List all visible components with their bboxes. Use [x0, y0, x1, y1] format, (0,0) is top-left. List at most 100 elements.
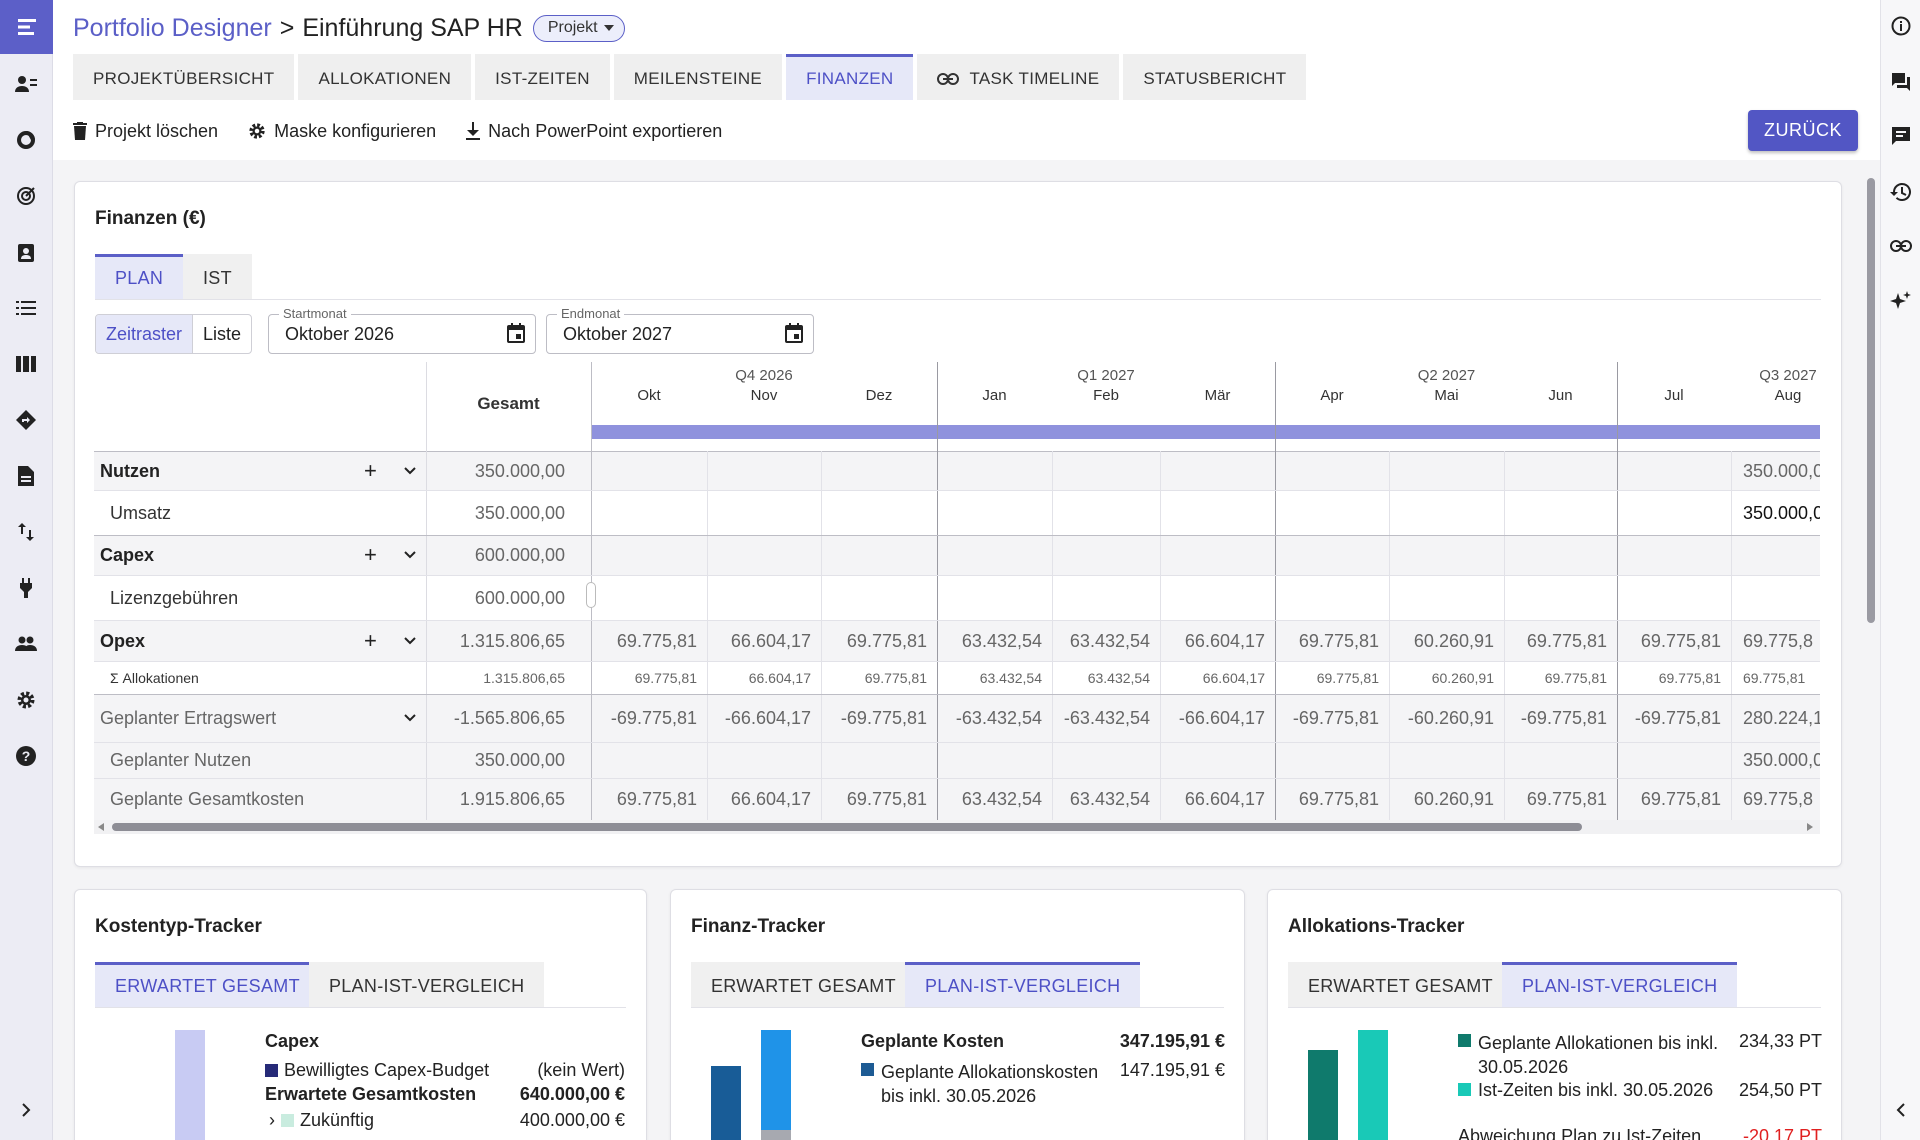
- info-icon[interactable]: [1889, 14, 1913, 38]
- history-icon[interactable]: [1889, 180, 1913, 204]
- grid-value-cell[interactable]: 69.775,8: [1743, 630, 1814, 651]
- grid-value-cell[interactable]: 66.604,17: [1184, 789, 1265, 809]
- grid-value-cell[interactable]: -69.775,81: [840, 708, 927, 728]
- tab-meilensteine[interactable]: MEILENSTEINE: [613, 54, 783, 100]
- tab-finanzen[interactable]: FINANZEN: [786, 54, 914, 100]
- grid-horizontal-scrollbar[interactable]: [94, 820, 1820, 834]
- grid-value-cell[interactable]: -69.775,81: [1634, 708, 1721, 728]
- grid-value-cell[interactable]: 350.000,0: [1743, 502, 1820, 523]
- grid-value-cell[interactable]: -63.432,54: [955, 708, 1042, 728]
- view-zeitraster-button[interactable]: Zeitraster: [96, 315, 194, 353]
- scroll-left-icon[interactable]: [98, 823, 104, 831]
- comment-icon[interactable]: [1889, 124, 1913, 148]
- grid-value-cell[interactable]: -60.260,91: [1407, 708, 1494, 728]
- list-icon[interactable]: [14, 296, 38, 320]
- chevron-down-icon[interactable]: [404, 636, 416, 645]
- tab-plan-ist-vergleich[interactable]: PLAN-IST-VERGLEICH: [905, 962, 1141, 1008]
- configure-mask-button[interactable]: Maske konfigurieren: [248, 121, 436, 142]
- end-month-field[interactable]: Endmonat Oktober 2027: [546, 306, 814, 354]
- grid-value-cell[interactable]: 63.432,54: [1087, 669, 1150, 686]
- grid-value-cell[interactable]: 350.000,0: [1743, 460, 1820, 481]
- grid-scrollbar-thumb[interactable]: [112, 823, 1582, 831]
- calendar-icon[interactable]: [785, 323, 803, 343]
- document-icon[interactable]: [14, 464, 38, 488]
- grid-value-cell[interactable]: 69.775,81: [1298, 789, 1379, 809]
- tab-erwartet-gesamt[interactable]: ERWARTET GESAMT: [1288, 962, 1513, 1008]
- grid-value-cell[interactable]: 60.260,91: [1413, 630, 1494, 651]
- grid-value-cell[interactable]: -63.432,54: [1063, 708, 1150, 728]
- tab-plan-ist-vergleich[interactable]: PLAN-IST-VERGLEICH: [309, 962, 545, 1008]
- grid-value-cell[interactable]: 63.432,54: [961, 630, 1042, 651]
- plug-icon[interactable]: [14, 576, 38, 600]
- grid-value-cell[interactable]: 69.775,81: [634, 669, 697, 686]
- sparkle-ai-icon[interactable]: [1889, 290, 1913, 314]
- donut-chart-icon[interactable]: [14, 128, 38, 152]
- grid-value-cell[interactable]: 280.224,1: [1743, 708, 1820, 728]
- column-resize-handle[interactable]: [586, 582, 596, 608]
- grid-value-cell[interactable]: 69.775,81: [1640, 789, 1721, 809]
- tab-erwartet-gesamt[interactable]: ERWARTET GESAMT: [691, 962, 916, 1008]
- start-month-field[interactable]: Startmonat Oktober 2026: [268, 306, 536, 354]
- scroll-right-icon[interactable]: [1807, 823, 1813, 831]
- chevron-down-icon[interactable]: [404, 714, 416, 722]
- delete-project-button[interactable]: Projekt löschen: [73, 121, 218, 142]
- back-button[interactable]: ZURÜCK: [1748, 110, 1858, 151]
- grid-value-cell[interactable]: 69.775,81: [616, 789, 697, 809]
- calendar-icon[interactable]: [507, 323, 525, 343]
- grid-value-cell[interactable]: 69.775,81: [1316, 669, 1379, 686]
- menu-logo-icon[interactable]: [0, 0, 53, 54]
- grid-value-cell[interactable]: 63.432,54: [1069, 630, 1150, 651]
- expand-chevron-icon[interactable]: ›: [269, 1110, 275, 1130]
- page-scrollbar[interactable]: [1862, 160, 1880, 1140]
- grid-value-cell[interactable]: 69.775,81: [846, 789, 927, 809]
- tab-task-timeline[interactable]: TASK TIMELINE: [917, 54, 1120, 100]
- grid-value-cell[interactable]: 63.432,54: [961, 789, 1042, 809]
- chat-forum-icon[interactable]: [1889, 70, 1913, 94]
- grid-value-cell[interactable]: 66.604,17: [748, 669, 811, 686]
- grid-value-cell[interactable]: 69.775,8: [1743, 789, 1814, 809]
- collapse-chevron-icon[interactable]: [1889, 1098, 1913, 1122]
- grid-value-cell[interactable]: 66.604,17: [1184, 630, 1265, 651]
- grid-value-cell[interactable]: 69.775,81: [1526, 789, 1607, 809]
- grid-value-cell[interactable]: -66.604,17: [1178, 708, 1265, 728]
- tab-erwartet-gesamt[interactable]: ERWARTET GESAMT: [95, 962, 320, 1008]
- grid-value-cell[interactable]: 69.775,81: [1544, 669, 1607, 686]
- grid-value-cell[interactable]: 69.775,81: [1298, 630, 1379, 651]
- grid-value-cell[interactable]: 63.432,54: [1069, 789, 1150, 809]
- add-row-icon[interactable]: +: [364, 542, 377, 567]
- grid-value-cell[interactable]: 60.260,91: [1413, 789, 1494, 809]
- chevron-down-icon[interactable]: [404, 466, 416, 475]
- tab-plan[interactable]: PLAN: [95, 254, 184, 300]
- tab-statusbericht[interactable]: STATUSBERICHT: [1123, 54, 1307, 100]
- grid-value-cell[interactable]: -69.775,81: [1520, 708, 1607, 728]
- tab-ist[interactable]: IST: [183, 254, 252, 300]
- columns-icon[interactable]: [14, 352, 38, 376]
- grid-value-cell[interactable]: 60.260,91: [1431, 669, 1494, 686]
- directions-icon[interactable]: [14, 408, 38, 432]
- tab-projektuebersicht[interactable]: PROJEKTÜBERSICHT: [73, 54, 295, 100]
- grid-value-cell[interactable]: -66.604,17: [724, 708, 811, 728]
- grid-value-cell[interactable]: 69.775,81: [1743, 669, 1806, 686]
- people-list-icon[interactable]: [14, 72, 38, 96]
- grid-value-cell[interactable]: 69.775,81: [864, 669, 927, 686]
- tab-plan-ist-vergleich[interactable]: PLAN-IST-VERGLEICH: [1502, 962, 1738, 1008]
- target-icon[interactable]: [14, 184, 38, 208]
- grid-value-cell[interactable]: -69.775,81: [1292, 708, 1379, 728]
- chevron-down-icon[interactable]: [404, 551, 416, 559]
- view-liste-button[interactable]: Liste: [203, 323, 242, 344]
- export-powerpoint-button[interactable]: Nach PowerPoint exportieren: [466, 121, 722, 142]
- tab-ist-zeiten[interactable]: IST-ZEITEN: [475, 54, 610, 100]
- breadcrumb-app-link[interactable]: Portfolio Designer: [73, 13, 272, 42]
- grid-value-cell[interactable]: 69.775,81: [616, 630, 697, 651]
- grid-value-cell[interactable]: 350.000,0: [1743, 750, 1820, 770]
- swap-vertical-icon[interactable]: [14, 520, 38, 544]
- grid-value-cell[interactable]: -69.775,81: [610, 708, 697, 728]
- grid-value-cell[interactable]: 66.604,17: [730, 630, 811, 651]
- add-row-icon[interactable]: +: [364, 457, 377, 483]
- grid-value-cell[interactable]: 63.432,54: [979, 669, 1042, 686]
- grid-value-cell[interactable]: 69.775,81: [1658, 669, 1721, 686]
- link-icon[interactable]: [1889, 234, 1913, 258]
- grid-value-cell[interactable]: 69.775,81: [1526, 630, 1607, 651]
- help-icon[interactable]: ?: [14, 744, 38, 768]
- grid-value-cell[interactable]: 69.775,81: [1640, 630, 1721, 651]
